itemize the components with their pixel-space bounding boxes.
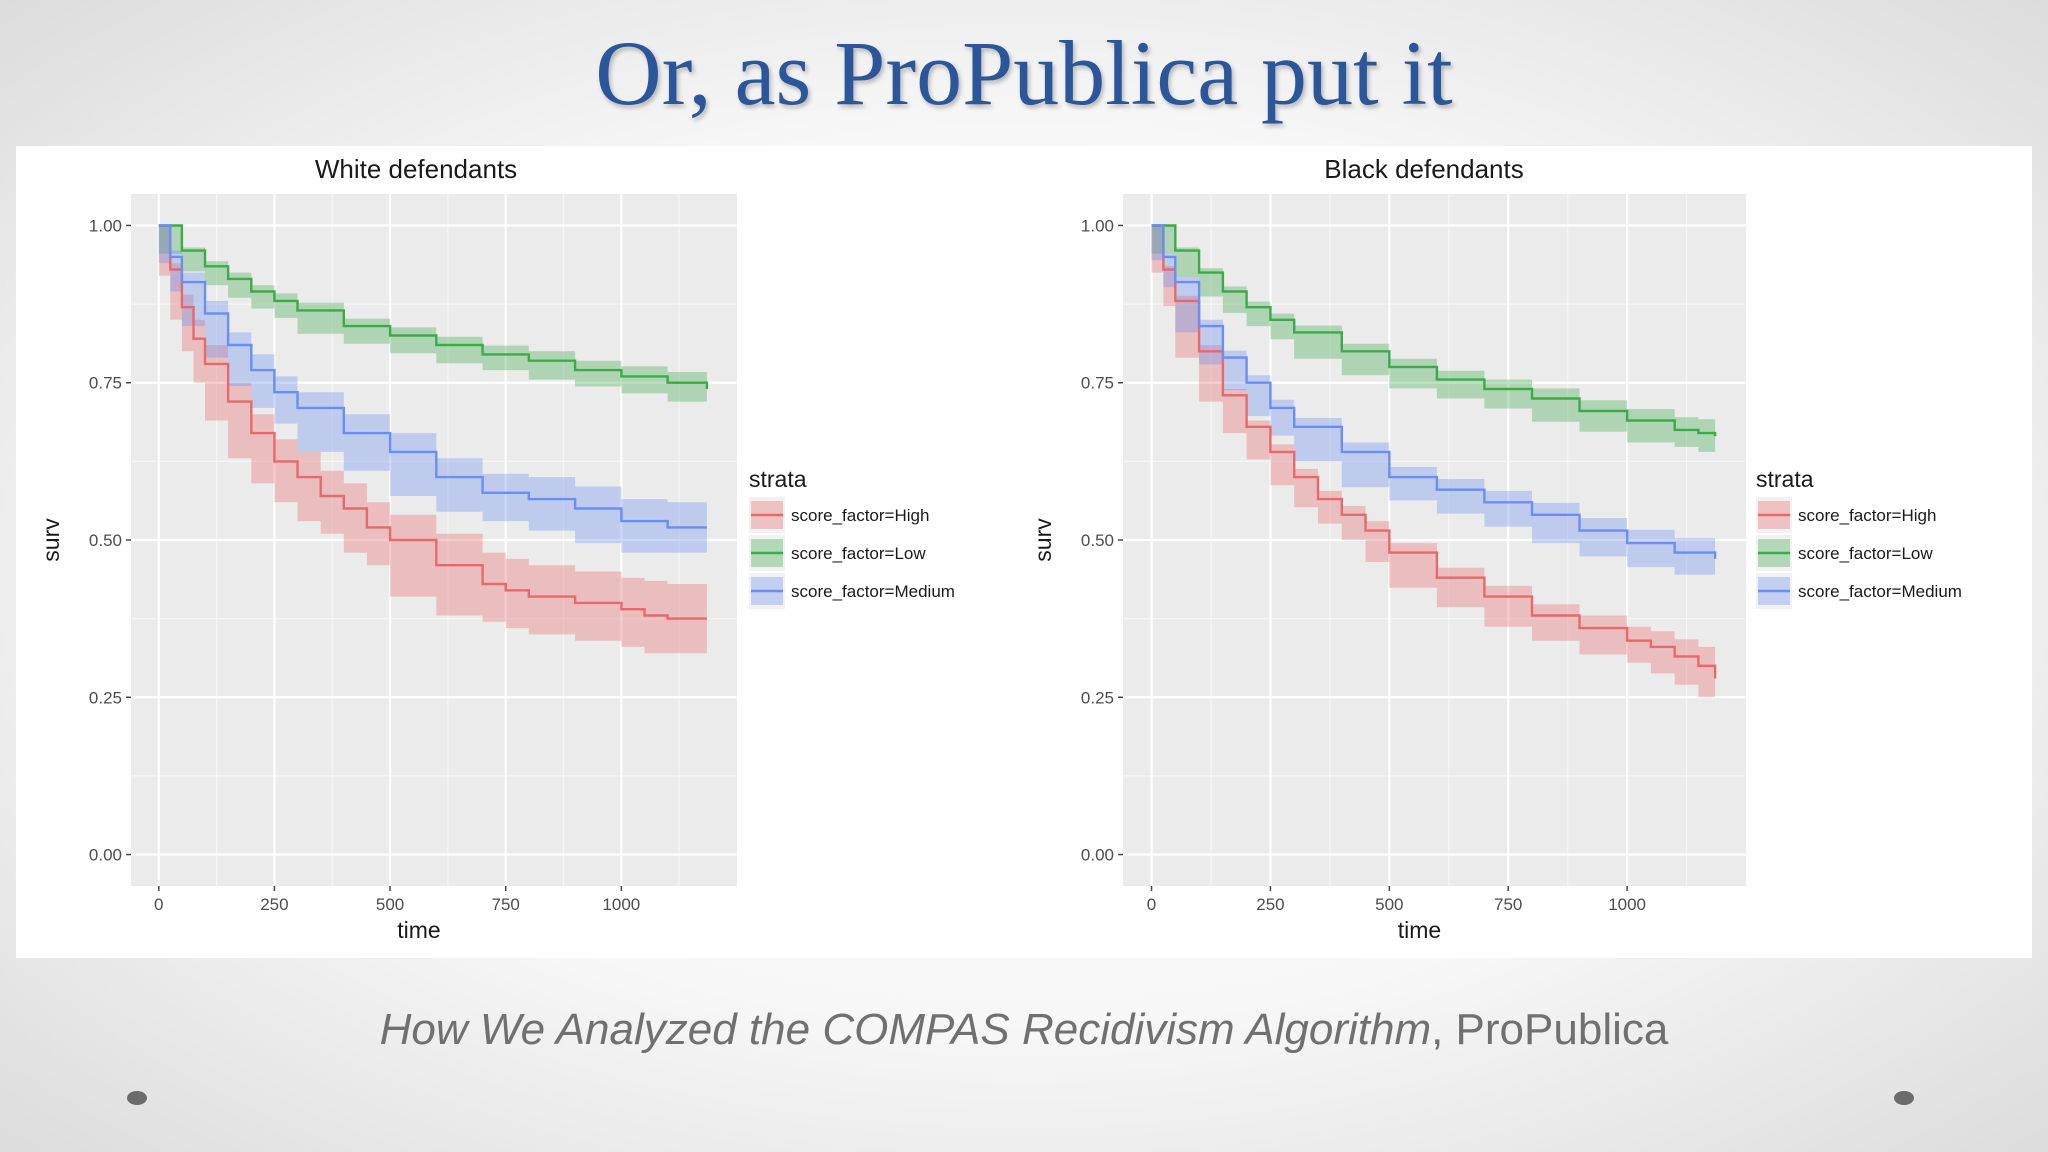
confidence-band-low [158,225,707,402]
confidence-band-medium [1151,225,1716,575]
legend-title: strata [1756,466,1814,492]
confidence-band-medium [158,225,707,553]
caption-article-title: How We Analyzed the COMPAS Recidivism Al… [379,1005,1432,1054]
x-tick-label: 0 [154,895,163,914]
x-tick-label: 1000 [1608,895,1646,914]
slide-bullet-left [127,1091,147,1105]
y-tick-label: 1.00 [89,216,122,235]
legend-title: strata [749,466,807,492]
y-tick-label: 1.00 [1081,216,1114,235]
chart-0: 0 250 500 750 1000 0.00 0.25 0.50 0.75 1.00 White … [38,154,955,943]
y-axis-label: surv [1030,518,1056,562]
x-tick-label: 750 [1494,895,1522,914]
y-tick-label: 0.00 [1081,846,1114,865]
confidence-band-high [158,225,707,654]
y-tick-label: 0.75 [89,374,122,393]
figure-panel: 0 250 500 750 1000 0.00 0.25 0.50 0.75 1.00 White … [16,146,2032,958]
survival-line-high [1151,224,1717,679]
caption-source: , ProPublica [1431,1005,1669,1054]
x-tick-label: 500 [1375,895,1403,914]
slide-caption: How We Analyzed the COMPAS Recidivism Al… [0,1000,2048,1060]
x-tick-label: 750 [492,895,520,914]
slide-bullet-right [1894,1091,1914,1105]
chart-title: White defendants [315,154,517,184]
x-tick-label: 500 [376,895,404,914]
legend-entry: score_factor=Low [791,544,926,563]
legend-entry: score_factor=Low [1798,544,1933,563]
y-tick-label: 0.00 [89,846,122,865]
survival-line-medium [158,224,707,529]
y-axis-label: surv [38,518,64,562]
y-tick-label: 0.25 [89,688,122,707]
confidence-band-low [1151,225,1716,452]
y-tick-label: 0.50 [1081,531,1114,550]
x-tick-label: 250 [1256,895,1284,914]
confidence-band-high [1151,225,1716,698]
y-tick-label: 0.50 [89,531,122,550]
legend-entry: score_factor=High [1798,506,1936,525]
survival-line-medium [1151,224,1717,559]
slide-title: Or, as ProPublica put it [595,22,1453,124]
x-tick-label: 1000 [602,895,640,914]
chart-1: 0 250 500 750 1000 0.00 0.25 0.50 0.75 1.00 Black … [1030,154,1962,943]
legend-entry: score_factor=Medium [1798,582,1962,601]
survival-line-low [158,224,709,389]
survival-line-low [1151,224,1717,437]
legend-entry: score_factor=Medium [791,582,955,601]
x-tick-label: 0 [1147,895,1156,914]
x-axis-label: time [1398,917,1441,943]
legend-entry: score_factor=High [791,506,929,525]
survival-line-high [158,224,707,620]
chart-title: Black defendants [1324,154,1523,184]
x-axis-label: time [397,917,440,943]
y-tick-label: 0.75 [1081,374,1114,393]
x-tick-label: 250 [260,895,288,914]
y-tick-label: 0.25 [1081,688,1114,707]
survival-charts: 0 250 500 750 1000 0.00 0.25 0.50 0.75 1.00 White … [38,154,1962,943]
